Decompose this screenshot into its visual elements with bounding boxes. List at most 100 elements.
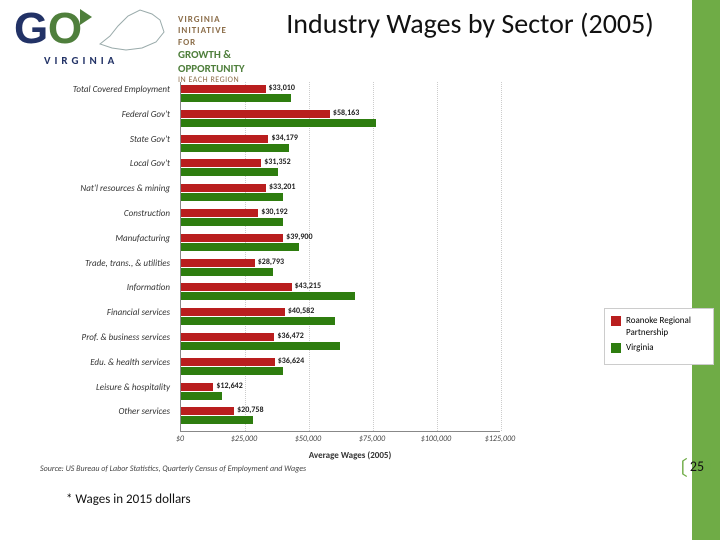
- bar-roanoke: [181, 209, 258, 217]
- chart-row: Construction $30,192: [40, 206, 660, 230]
- bar-roanoke: [181, 407, 234, 415]
- bar-value: $31,352: [264, 157, 290, 167]
- legend-item: Roanoke Regional Partnership: [611, 315, 707, 338]
- bar-roanoke: [181, 308, 285, 316]
- bar-value: $33,010: [269, 83, 295, 93]
- category-label: Trade, trans., & utilities: [40, 259, 174, 269]
- category-label: Manufacturing: [40, 234, 174, 244]
- bar-value: $28,793: [258, 257, 284, 267]
- bar-value: $58,163: [333, 108, 359, 118]
- bar-virginia: [181, 119, 376, 127]
- chart-row: Trade, trans., & utilities $28,793: [40, 256, 660, 280]
- logo-g: G: [14, 4, 48, 54]
- category-label: Leisure & hospitality: [40, 383, 174, 393]
- bar-roanoke: [181, 159, 261, 167]
- bar-value: $36,624: [278, 356, 304, 366]
- legend-swatch: [611, 316, 621, 326]
- bar-value: $36,472: [277, 331, 303, 341]
- logo: G O VIRGINIA VIRGINIA INITIATIVE FOR GRO…: [14, 4, 92, 54]
- category-label: Other services: [40, 407, 174, 417]
- logo-virginia: VIRGINIA: [44, 54, 118, 67]
- bar-value: $30,192: [261, 207, 287, 217]
- chart-row: Other services $20,758: [40, 404, 660, 428]
- chart-row: Information $43,215: [40, 280, 660, 304]
- slide: { "logo": { "g": "G", "o": "O", "virgini…: [0, 0, 720, 540]
- chart-row: Local Gov't $31,352: [40, 156, 660, 180]
- category-label: Prof. & business services: [40, 333, 174, 343]
- arrow-icon: [80, 9, 92, 25]
- logo-tagline: VIRGINIA INITIATIVE FOR GROWTH & OPPORTU…: [178, 14, 245, 85]
- bar-virginia: [181, 168, 278, 176]
- page-number-wrap: 〔 25 〕: [678, 454, 716, 478]
- category-label: Local Gov't: [40, 159, 174, 169]
- bracket-right-icon: 〕: [704, 452, 720, 481]
- chart-row: State Gov't $34,179: [40, 132, 660, 156]
- legend-swatch: [611, 343, 621, 353]
- category-label: Financial services: [40, 308, 174, 318]
- bar-value: $34,179: [271, 133, 297, 143]
- bar-value: $33,201: [269, 182, 295, 192]
- chart-row: Nat'l resources & mining $33,201: [40, 181, 660, 205]
- chart-row: Total Covered Employment $33,010: [40, 82, 660, 106]
- bar-virginia: [181, 243, 299, 251]
- category-label: Nat'l resources & mining: [40, 184, 174, 194]
- bar-roanoke: [181, 383, 213, 391]
- bar-value: $12,642: [216, 381, 242, 391]
- bar-virginia: [181, 392, 222, 400]
- bar-virginia: [181, 317, 335, 325]
- bar-virginia: [181, 193, 283, 201]
- bar-virginia: [181, 292, 355, 300]
- bar-value: $43,215: [295, 281, 321, 291]
- bar-roanoke: [181, 333, 274, 341]
- category-label: Information: [40, 283, 174, 293]
- bar-virginia: [181, 144, 289, 152]
- bar-roanoke: [181, 358, 275, 366]
- x-tick: $100,000: [421, 434, 451, 444]
- page-number: 25: [690, 458, 704, 475]
- tagline-1: VIRGINIA INITIATIVE FOR: [178, 14, 245, 48]
- category-label: State Gov't: [40, 135, 174, 145]
- footnote: * Wages in 2015 dollars: [66, 492, 191, 507]
- x-tick: $75,000: [359, 434, 385, 444]
- category-label: Federal Gov't: [40, 110, 174, 120]
- logo-o: O: [48, 4, 82, 54]
- bar-virginia: [181, 94, 291, 102]
- chart-row: Edu. & health services $36,624: [40, 355, 660, 379]
- category-label: Total Covered Employment: [40, 85, 174, 95]
- chart-row: Leisure & hospitality $12,642: [40, 380, 660, 404]
- slide-title: Industry Wages by Sector (2005): [280, 6, 660, 41]
- chart-row: Federal Gov't $58,163: [40, 107, 660, 131]
- bar-virginia: [181, 342, 340, 350]
- category-label: Construction: [40, 209, 174, 219]
- x-tick: $0: [176, 434, 184, 444]
- chart-row: Manufacturing $39,900: [40, 231, 660, 255]
- bar-value: $20,758: [237, 405, 263, 415]
- x-axis-label: Average Wages (2005): [40, 450, 660, 461]
- chart-row: Financial services$40,582: [40, 305, 660, 329]
- category-label: Edu. & health services: [40, 358, 174, 368]
- legend-label: Roanoke Regional Partnership: [626, 315, 707, 338]
- legend-item: Virginia: [611, 342, 707, 354]
- tagline-3: OPPORTUNITY: [178, 62, 245, 76]
- bracket-left-icon: 〔: [666, 452, 690, 481]
- x-tick: $25,000: [231, 434, 257, 444]
- x-tick: $50,000: [295, 434, 321, 444]
- bar-virginia: [181, 218, 283, 226]
- bar-roanoke: [181, 283, 292, 291]
- bar-virginia: [181, 367, 283, 375]
- bar-roanoke: [181, 135, 268, 143]
- chart-legend: Roanoke Regional Partnership Virginia: [604, 308, 714, 365]
- bar-virginia: [181, 268, 273, 276]
- wages-chart: Total Covered Employment $33,010 Federal G…: [40, 78, 660, 468]
- bar-roanoke: [181, 85, 266, 93]
- virginia-outline-icon: [98, 6, 168, 52]
- bar-roanoke: [181, 234, 283, 242]
- tagline-2: GROWTH &: [178, 48, 245, 62]
- chart-source: Source: US Bureau of Labor Statistics, Q…: [40, 464, 306, 474]
- legend-label: Virginia: [626, 342, 654, 354]
- bar-roanoke: [181, 110, 330, 118]
- bar-roanoke: [181, 184, 266, 192]
- bar-value: $39,900: [286, 232, 312, 242]
- bar-roanoke: [181, 259, 255, 267]
- x-tick: $125,000: [485, 434, 515, 444]
